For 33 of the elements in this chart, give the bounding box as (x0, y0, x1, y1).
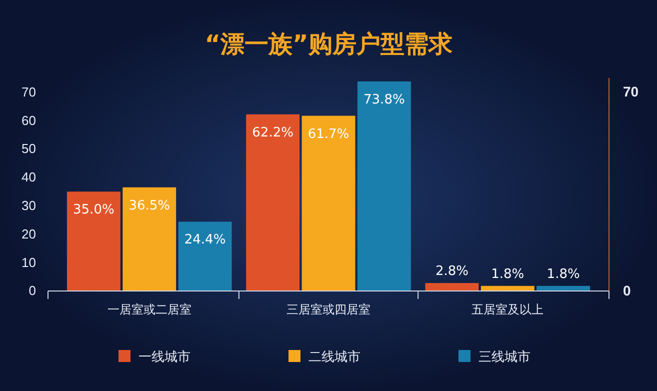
legend-label: 二线城市 (308, 350, 360, 365)
bar (178, 222, 232, 291)
data-label: 73.8% (364, 92, 405, 108)
legend-label: 一线城市 (138, 350, 190, 365)
data-label: 61.7% (308, 126, 350, 142)
data-label: 35.0% (73, 202, 114, 218)
x-tick-label: 五居室及以上 (472, 302, 544, 317)
y-tick-label: 10 (22, 254, 36, 270)
data-label: 24.4% (184, 232, 226, 248)
chart-title: “漂一族”购房户型需求 (204, 30, 454, 58)
y2-tick-label: 0 (623, 282, 631, 298)
data-label: 36.5% (128, 198, 170, 214)
x-tick-label: 三居室或四居室 (286, 302, 370, 317)
bar (357, 81, 411, 291)
y2-tick-label: 70 (623, 84, 639, 100)
y-tick-label: 40 (22, 170, 36, 185)
bar (425, 283, 479, 291)
bar (302, 116, 356, 291)
y-tick-label: 50 (22, 141, 36, 156)
y-tick-label: 60 (22, 112, 36, 128)
y-tick-label: 70 (22, 84, 36, 100)
bar (66, 192, 120, 291)
y-tick-label: 0 (28, 283, 36, 298)
y-tick-label: 20 (22, 226, 36, 242)
y-tick-label: 30 (22, 198, 36, 213)
x-tick-label: 一居室或二居室 (107, 302, 192, 317)
legend-label: 三线城市 (478, 350, 530, 365)
data-label: 1.8% (546, 266, 580, 282)
bar (246, 114, 300, 291)
data-label: 1.8% (491, 266, 524, 282)
bar (122, 187, 176, 291)
data-label: 2.8% (435, 264, 468, 280)
data-label: 62.2% (252, 125, 294, 140)
